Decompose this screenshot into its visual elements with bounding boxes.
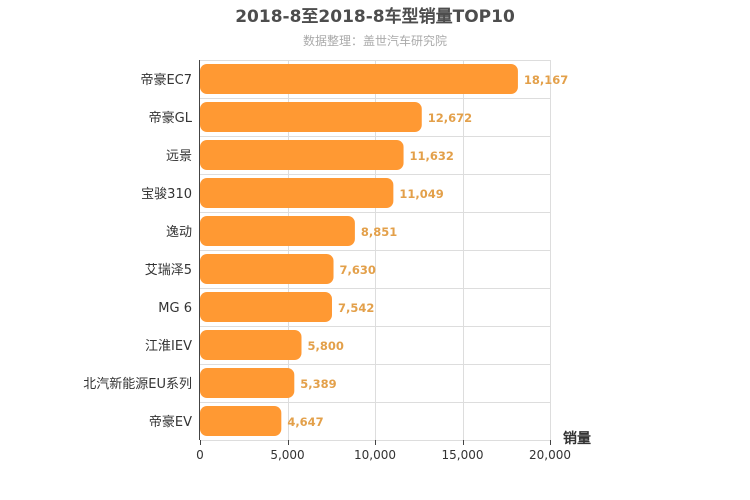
x-tick-label: 20,000 bbox=[529, 448, 571, 462]
value-label: 7,542 bbox=[338, 301, 374, 315]
category-label: 江淮IEV bbox=[145, 339, 192, 354]
category-label: 帝豪EC7 bbox=[140, 72, 192, 88]
value-label: 7,630 bbox=[340, 263, 376, 277]
x-axis-ticks: 0 5,000 10,000 15,000 20,000 bbox=[196, 440, 571, 462]
category-label: 北汽新能源EU系列 bbox=[83, 376, 192, 392]
bar bbox=[200, 254, 334, 284]
value-label: 11,632 bbox=[410, 149, 454, 163]
bar bbox=[200, 64, 518, 94]
bars bbox=[200, 64, 518, 436]
bar bbox=[200, 102, 422, 132]
bar bbox=[200, 178, 394, 208]
bar bbox=[200, 216, 355, 246]
category-label: 远景 bbox=[166, 149, 192, 164]
bar bbox=[200, 292, 332, 322]
value-label: 5,800 bbox=[308, 339, 344, 353]
x-tick-label: 15,000 bbox=[442, 448, 484, 462]
value-label: 11,049 bbox=[399, 187, 443, 201]
value-label: 8,851 bbox=[361, 225, 397, 239]
category-label: 逸动 bbox=[166, 225, 192, 240]
category-label: 宝骏310 bbox=[141, 187, 192, 202]
chart-title: 2018-8至2018-8车型销量TOP10 bbox=[235, 6, 515, 27]
category-label: MG 6 bbox=[158, 301, 192, 316]
value-label: 18,167 bbox=[524, 73, 568, 87]
category-label: 帝豪GL bbox=[149, 110, 193, 126]
category-label: 艾瑞泽5 bbox=[145, 263, 192, 278]
value-label: 5,389 bbox=[300, 377, 336, 391]
bar bbox=[200, 330, 302, 360]
bar bbox=[200, 368, 295, 398]
chart-subtitle: 数据整理：盖世汽车研究院 bbox=[303, 33, 447, 48]
value-label: 12,672 bbox=[428, 111, 472, 125]
value-label: 4,647 bbox=[287, 415, 323, 429]
x-tick-label: 10,000 bbox=[354, 448, 396, 462]
bar bbox=[200, 406, 282, 436]
category-label: 帝豪EV bbox=[149, 414, 192, 430]
x-axis-title: 销量 bbox=[563, 430, 591, 447]
value-labels: 18,167 12,672 11,632 11,049 8,851 7,630 7,542 5… bbox=[287, 73, 568, 429]
x-tick-label: 0 bbox=[196, 448, 204, 462]
bar bbox=[200, 140, 404, 170]
x-tick-label: 5,000 bbox=[270, 448, 304, 462]
